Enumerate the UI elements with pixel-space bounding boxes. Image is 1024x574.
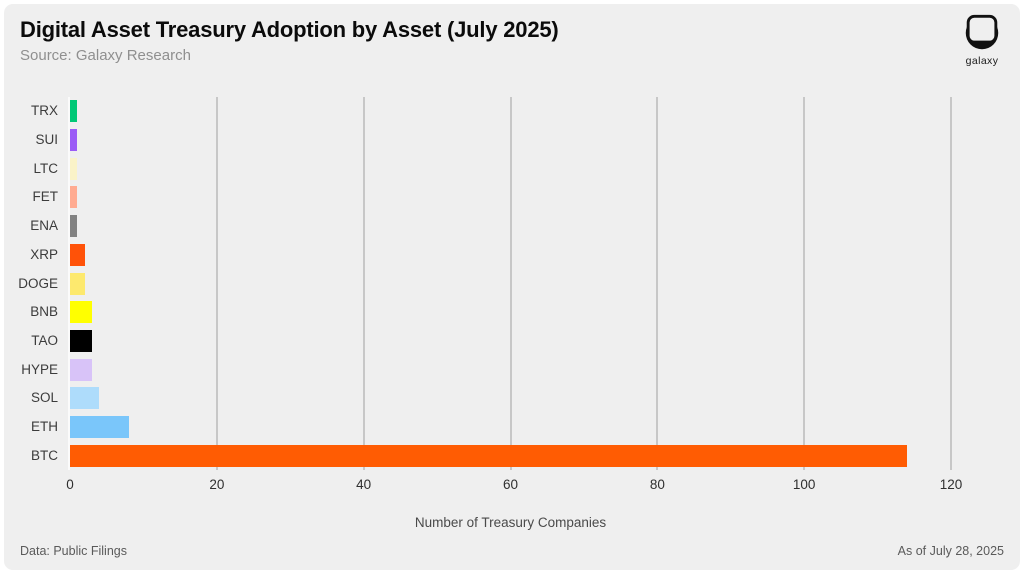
gridline [803,97,806,470]
x-tick-label: 120 [939,477,963,492]
bar-trx [70,100,78,123]
y-axis-label-trx: TRX [31,103,58,119]
bar-xrp [70,243,85,266]
x-tick-label: 40 [356,477,372,492]
bar-tao [70,329,93,352]
y-axis-label-eth: ETH [31,418,58,434]
plot-area [68,97,952,470]
y-axis-label-tao: TAO [31,332,58,348]
bar-sol [70,387,100,410]
y-axis-label-sol: SOL [30,390,58,406]
y-axis-label-bnb: BNB [30,304,58,320]
y-axis-label-ena: ENA [30,218,58,234]
gridline [362,97,365,470]
gridline [215,97,218,470]
y-axis-label-hype: HYPE [21,361,58,377]
chart-subtitle: Source: Galaxy Research [20,47,191,64]
y-axis-label-doge: DOGE [18,275,58,291]
y-axis-label-xrp: XRP [30,246,58,262]
bar-hype [70,358,93,381]
x-tick-label: 20 [209,477,225,492]
y-axis-labels: TRX SUI LTC FET ENA XRP DOGE BNB TAO HYPE SOL ETH BT… [4,97,66,470]
galaxy-logo-text: galaxy [965,55,999,67]
data-source-note: Data: Public Filings [20,544,127,558]
bar-doge [70,272,85,295]
bar-ena [70,215,78,238]
gridline [950,97,952,470]
x-axis-title: Number of Treasury Companies [414,515,607,530]
gridline [509,97,512,470]
chart-title: Digital Asset Treasury Adoption by Asset… [20,17,559,42]
as-of-date: As of July 28, 2025 [897,544,1004,558]
gridline [656,97,659,470]
bar-bnb [70,301,93,324]
y-axis-label-btc: BTC [31,447,58,463]
bar-ltc [70,157,78,180]
galaxy-logo: galaxy [958,12,1006,67]
bar-fet [70,186,78,209]
x-tick-label: 60 [502,477,519,492]
bar-btc [70,444,907,467]
y-axis-label-ltc: LTC [33,160,58,176]
x-axis-ticks: 0 20 40 60 80 100 120 [66,477,962,495]
galaxy-helmet-icon [958,12,1006,54]
y-axis-label-sui: SUI [35,132,58,148]
bar-sui [70,129,78,152]
x-tick-label: 80 [649,477,665,492]
bar-eth [70,415,129,438]
x-tick-label: 100 [792,477,816,492]
chart-card: Digital Asset Treasury Adoption by Asset… [4,4,1020,570]
y-axis-line [68,97,70,470]
x-tick-label: 0 [66,477,74,492]
y-axis-label-fet: FET [32,189,59,205]
